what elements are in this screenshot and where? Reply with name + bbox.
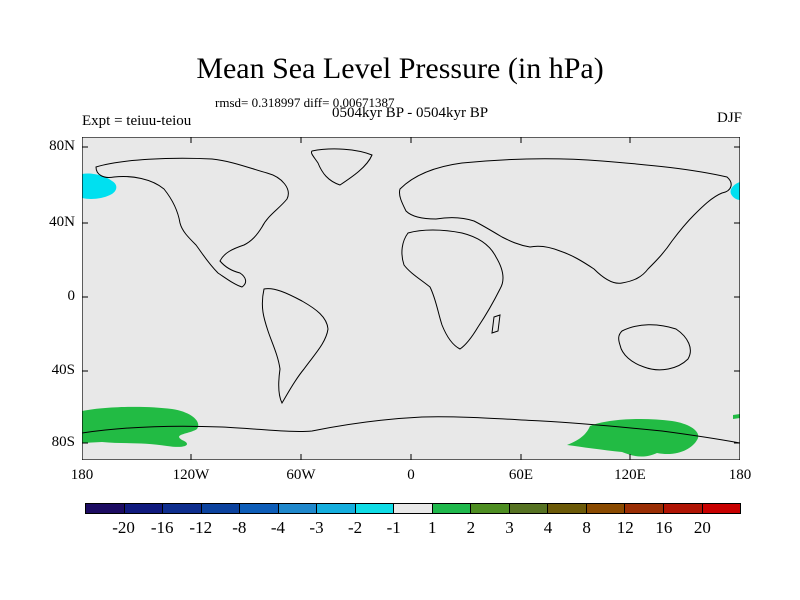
colorbar-cell <box>548 504 587 513</box>
colorbar-label: -16 <box>150 518 174 537</box>
coast-south-america <box>261 288 329 405</box>
map-background <box>82 137 740 460</box>
colorbar-cell <box>124 504 164 513</box>
experiment-label: Expt = teiuu-teiou <box>82 113 192 129</box>
rmsd-diff-stats: rmsd= 0.318997 diff= 0.00671387 <box>215 95 395 110</box>
colorbar-label: -2 <box>348 518 363 537</box>
colorbar-cell <box>163 504 202 513</box>
lat-label-0: 0 <box>67 288 76 304</box>
lat-label-80n: 80N <box>49 138 75 154</box>
colorbar <box>85 503 741 514</box>
colorbar-label: 12 <box>616 518 634 537</box>
lon-ticks <box>190 137 631 460</box>
colorbar-cell <box>394 504 433 513</box>
lon-label-60e: 60E <box>508 467 534 483</box>
colorbar-cell <box>663 504 703 513</box>
colorbar-cell <box>201 504 241 513</box>
lat-label-40s: 40S <box>51 362 75 378</box>
colorbar-label: 4 <box>543 518 553 537</box>
colorbar-label: -20 <box>112 518 135 537</box>
colorbar-cell <box>432 504 472 513</box>
colorbar-cell <box>586 504 626 513</box>
lon-label-0: 0 <box>407 467 415 483</box>
colorbar-cell <box>86 504 125 513</box>
positive-region-east-edge <box>733 414 740 419</box>
coast-greenland <box>311 148 373 186</box>
colorbar-label: -4 <box>270 518 286 537</box>
plot-title: Mean Sea Level Pressure (in hPa) <box>196 52 604 85</box>
coast-australia <box>618 324 691 371</box>
lon-label-120e: 120E <box>614 467 646 483</box>
negative-region-alaska <box>82 173 117 199</box>
colorbar-label: 16 <box>655 518 673 537</box>
lon-label-180e: 180 <box>728 467 752 483</box>
lon-label-180w: 180 <box>70 467 94 483</box>
colorbar-cell <box>355 504 395 513</box>
lon-label-120w: 120W <box>172 467 210 483</box>
colorbar-label: 1 <box>428 518 437 537</box>
colorbar-label: 3 <box>505 518 514 537</box>
colorbar-cell <box>702 504 741 513</box>
coast-north-america <box>95 157 289 288</box>
colorbar-label: -1 <box>386 518 401 537</box>
colorbar-cell <box>240 504 279 513</box>
coast-europe-asia <box>399 158 732 284</box>
colorbar-cell <box>278 504 318 513</box>
colorbar-label: -3 <box>309 518 324 537</box>
lat-ticks <box>82 146 740 444</box>
colorbar-label: 2 <box>466 518 476 537</box>
coastlines <box>82 148 740 444</box>
world-map <box>82 137 740 460</box>
colorbar-cell <box>471 504 510 513</box>
colorbar-cell <box>317 504 356 513</box>
colorbar-label: 20 <box>693 518 711 537</box>
colorbar-label: -12 <box>189 518 213 537</box>
negative-region-kamchatka <box>730 182 740 200</box>
coast-madagascar <box>491 314 501 334</box>
lat-label-80s: 80S <box>51 434 75 450</box>
colorbar-label: -8 <box>232 518 247 537</box>
lat-label-40n: 40N <box>49 214 75 230</box>
colorbar-cell <box>509 504 549 513</box>
colorbar-cell <box>625 504 664 513</box>
period-label: 0504kyr BP - 0504kyr BP <box>331 105 489 121</box>
season-label: DJF <box>716 110 742 126</box>
colorbar-label: 8 <box>582 518 591 537</box>
positive-region-antarctic-east <box>567 418 699 457</box>
lon-label-60w: 60W <box>286 467 316 483</box>
coast-antarctica <box>82 416 740 444</box>
coast-africa <box>401 229 504 350</box>
